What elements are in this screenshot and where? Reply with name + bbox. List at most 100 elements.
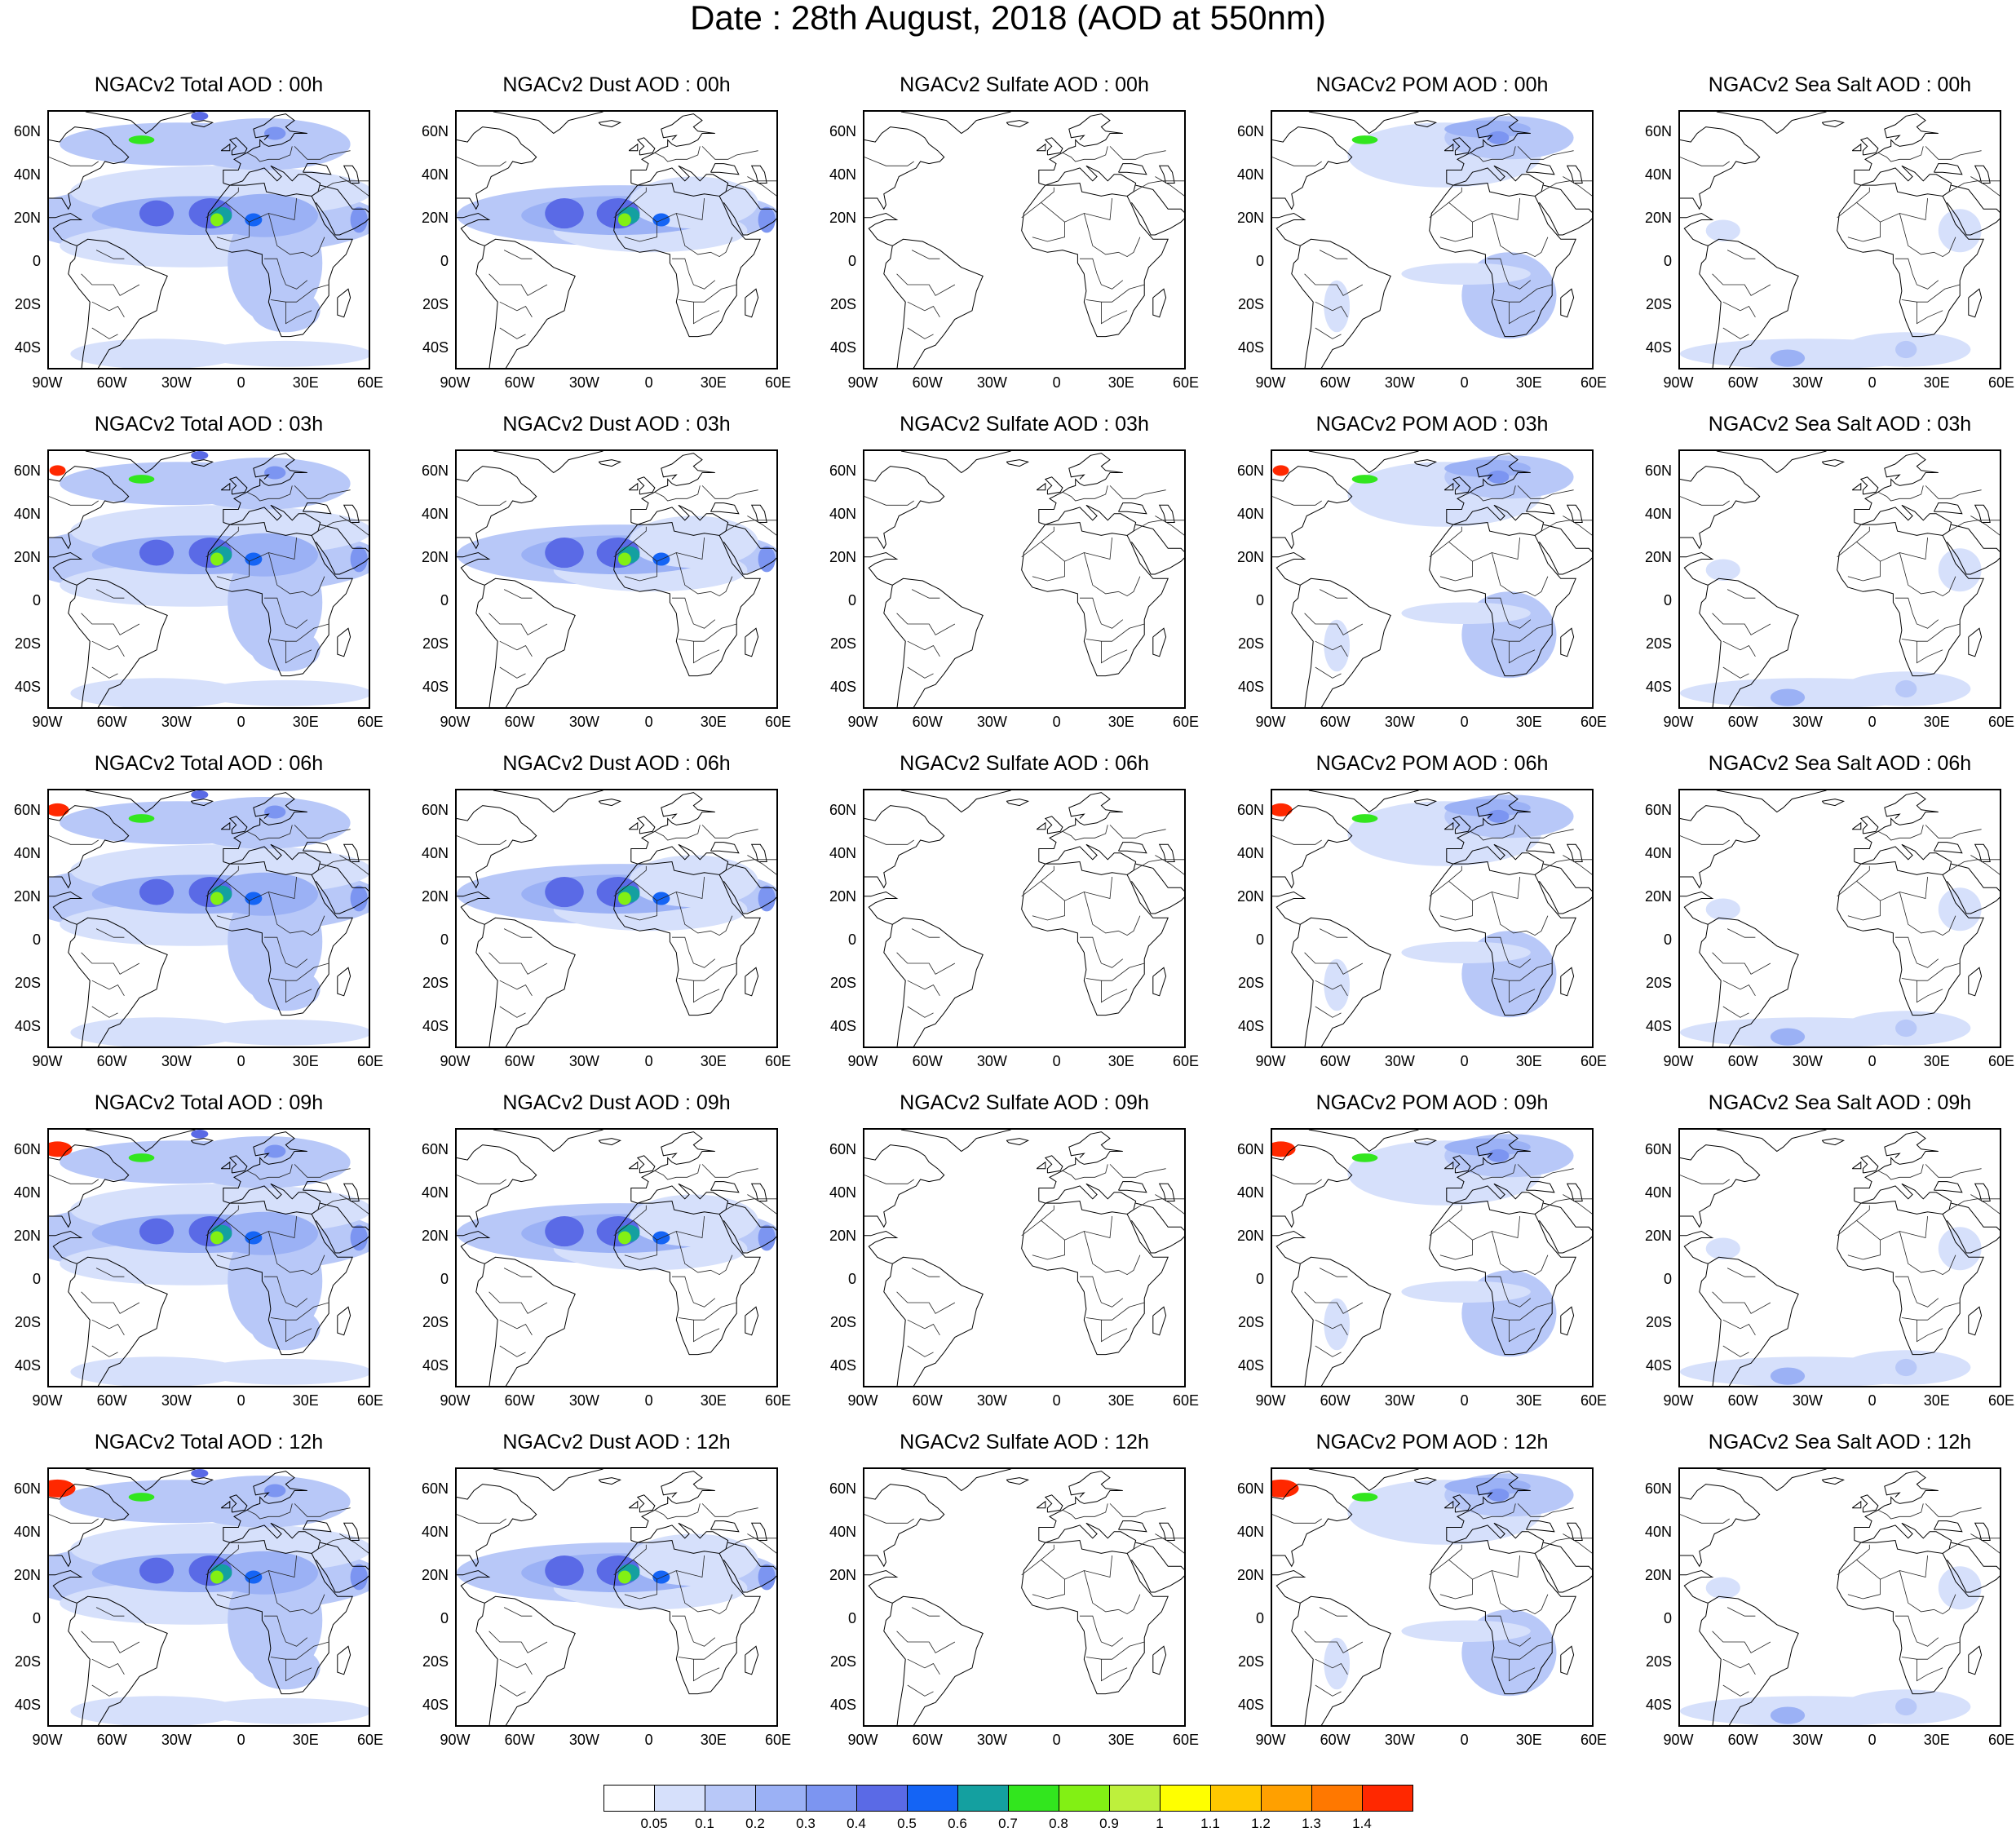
coastline xyxy=(1859,816,1879,834)
latitude-tick-label: 60N xyxy=(1644,1480,1672,1497)
latitude-tick-label: 40N xyxy=(1644,1184,1672,1201)
coastline xyxy=(1538,184,1592,236)
coastline xyxy=(1021,1200,1169,1356)
aod-hotspot xyxy=(49,1479,76,1498)
aod-contour xyxy=(1895,340,1917,359)
aod-contour xyxy=(350,206,368,233)
panel-title: NGACv2 Sea Salt AOD : 12h xyxy=(1708,1431,1972,1454)
coastline xyxy=(1968,967,1983,997)
coastline xyxy=(1038,113,1123,184)
latitude-tick-label: 20S xyxy=(422,1653,449,1670)
latitude-tick-label: 40S xyxy=(422,339,449,356)
latitude-tick-label: 40S xyxy=(1237,678,1264,695)
coastline xyxy=(1272,126,1353,210)
country-border xyxy=(1948,1538,2000,1550)
longitude-tick-label: 60E xyxy=(356,1392,384,1409)
map-frame xyxy=(1271,789,1594,1048)
coastline xyxy=(343,843,360,862)
country-border xyxy=(1916,641,1943,664)
longitude-tick-label: 60E xyxy=(1172,1392,1200,1409)
country-border xyxy=(747,516,776,536)
longitude-tick-label: 30W xyxy=(568,1392,599,1409)
latitude-tick-label: 40N xyxy=(421,1184,449,1201)
country-border xyxy=(216,1240,250,1260)
country-border xyxy=(672,1615,716,1647)
longitude-tick-label: 60W xyxy=(1727,1732,1758,1748)
longitude-tick-label: 60E xyxy=(356,1053,384,1069)
country-border xyxy=(1429,1205,1462,1237)
country-border xyxy=(1470,1503,1516,1520)
panel-title: NGACv2 POM AOD : 12h xyxy=(1315,1431,1549,1454)
country-border xyxy=(1319,1268,1348,1277)
coastline xyxy=(745,1645,759,1675)
latitude-tick-label: 40S xyxy=(14,1017,41,1034)
coastline xyxy=(1446,843,1545,875)
coastline xyxy=(1859,137,1879,156)
coastline xyxy=(1854,504,1952,536)
panel-title: NGACv2 Dust AOD : 06h xyxy=(502,752,731,775)
latitude-tick-label: 20S xyxy=(829,974,856,991)
latitude-tick-label: 20S xyxy=(14,974,41,991)
coastline xyxy=(1272,1569,1306,1604)
country-border xyxy=(81,1631,140,1653)
country-border xyxy=(1315,980,1348,997)
country-border xyxy=(1491,892,1549,936)
longitude-tick-label: 60W xyxy=(504,1732,535,1748)
country-border xyxy=(1508,1659,1536,1682)
aod-contour xyxy=(1324,1637,1351,1690)
coastline xyxy=(1413,799,1438,807)
map-frame xyxy=(1271,449,1594,709)
latitude-tick-label: 20S xyxy=(422,974,449,991)
coastline xyxy=(457,1484,537,1568)
country-border xyxy=(457,157,506,166)
country-border xyxy=(1319,928,1348,938)
coastline xyxy=(1854,843,1952,875)
country-border xyxy=(1315,327,1342,339)
country-border xyxy=(907,1345,934,1357)
latitude-tick-label: 20N xyxy=(421,548,449,565)
country-border xyxy=(270,284,329,303)
coastline xyxy=(1130,1542,1184,1593)
coastline xyxy=(457,551,491,586)
coastline xyxy=(1680,1144,1761,1228)
longitude-tick-label: 30E xyxy=(700,1732,727,1748)
country-border xyxy=(1470,485,1516,502)
latitude-tick-label: 20N xyxy=(1236,548,1264,565)
country-border xyxy=(725,1198,776,1210)
coastline xyxy=(1566,1183,1583,1201)
aod-contour xyxy=(1705,1237,1740,1259)
coastline xyxy=(315,1202,369,1254)
longitude-tick-label: 90W xyxy=(440,1732,471,1748)
latitude-tick-label: 40S xyxy=(14,678,41,695)
country-border xyxy=(1021,865,1054,897)
colorbar-swatch xyxy=(1362,1785,1413,1812)
coastline xyxy=(1044,816,1063,834)
country-border xyxy=(1837,187,1870,219)
country-border xyxy=(1315,301,1348,318)
colorbar-swatch xyxy=(957,1785,1009,1812)
latitude-tick-label: 40N xyxy=(13,166,41,183)
country-border xyxy=(294,146,351,160)
longitude-tick-label: 60E xyxy=(1172,1053,1200,1069)
country-border xyxy=(678,1641,737,1660)
coastline xyxy=(745,627,759,657)
latitude-tick-label: 60N xyxy=(829,801,856,818)
coastline xyxy=(710,842,740,854)
coastline xyxy=(1272,1484,1353,1568)
country-border xyxy=(91,1319,125,1336)
aod-contour xyxy=(1488,470,1510,484)
aod-contour xyxy=(210,1570,223,1584)
longitude-tick-label: 0 xyxy=(1052,714,1061,730)
coastline xyxy=(493,451,603,474)
colorbar-swatch xyxy=(755,1785,807,1812)
country-border xyxy=(1083,552,1141,597)
country-border xyxy=(1488,1615,1532,1647)
panel-title: NGACv2 Sulfate AOD : 09h xyxy=(900,1091,1149,1114)
latitude-tick-label: 20N xyxy=(829,1566,856,1583)
latitude-tick-label: 0 xyxy=(847,1270,856,1287)
aod-contour xyxy=(1895,679,1917,698)
aod-field-map xyxy=(457,1469,776,1725)
aod-contour xyxy=(350,1564,368,1591)
latitude-tick-label: 0 xyxy=(1663,1609,1672,1626)
longitude-tick-label: 60E xyxy=(356,1732,384,1748)
